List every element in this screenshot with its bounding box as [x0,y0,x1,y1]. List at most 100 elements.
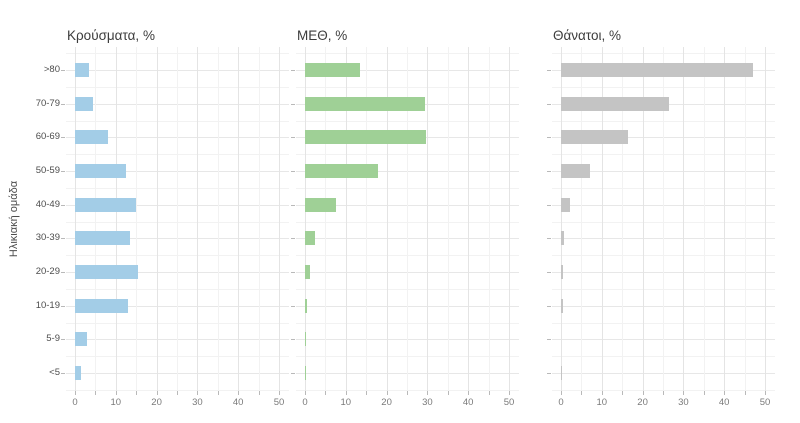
y-axis-tick [291,204,295,206]
x-axis-tick [683,391,685,395]
y-axis-tick [61,204,65,206]
gridline-v-minor [95,47,97,391]
x-axis-tick [703,391,705,395]
x-tick-label: 50 [503,397,515,408]
x-axis-tick [115,391,117,395]
y-axis-tick [547,70,551,71]
x-axis-tick [345,391,347,395]
gridline-v-minor [177,47,178,391]
bar-60-69 [561,130,629,145]
gridline-v-major [468,47,470,391]
x-axis-tick [325,391,327,395]
bar-20-29 [75,265,139,279]
y-axis-tick [291,70,295,71]
gridline-v-major [115,47,117,391]
bar-70-79 [75,96,94,111]
bar-30-39 [305,231,316,246]
gridline-v-major [279,47,280,391]
x-axis-tick [258,391,260,395]
y-axis-tick [61,171,65,172]
bar-10-19 [75,298,128,313]
gridline-v-minor [663,47,664,391]
gridline-v-major [765,47,766,391]
gridline-v-minor [407,47,408,391]
bar-5-9 [305,332,307,347]
bar-20-29 [561,265,564,279]
y-tick-label: 40-49 [35,198,60,210]
x-axis-tick [217,391,219,395]
y-axis-tick [61,103,65,105]
gridline-v-major [642,47,644,391]
x-tick-label: 30 [192,397,203,408]
y-axis-tick [547,272,551,273]
bar->80 [75,63,90,77]
gridline-v-minor [325,47,327,391]
x-tick-label: 10 [596,397,608,408]
bar-<5 [305,366,307,380]
x-axis-tick [663,391,664,395]
y-axis-tick [291,137,295,139]
x-tick-label: 20 [381,397,392,408]
x-axis-tick [765,391,766,395]
gridline-v-major [601,47,603,391]
y-axis-tick [547,171,551,172]
bar-10-19 [561,298,563,313]
y-axis-tick [547,339,551,341]
bar-30-39 [561,231,564,246]
y-axis-tick [61,373,65,374]
y-tick-label: 10-19 [35,299,60,311]
bar-10-19 [305,298,307,313]
y-axis-tick [61,70,65,71]
gridline-v-minor [136,47,138,391]
x-axis-tick [95,391,97,395]
x-axis-tick [427,391,429,395]
x-axis-tick [468,391,470,395]
x-axis-tick [386,391,388,395]
x-tick-label: 40 [718,397,730,408]
bar-40-49 [305,197,336,212]
x-tick-label: 0 [72,397,78,408]
x-axis-tick [622,391,624,395]
x-tick-label: 0 [558,397,564,408]
bar-70-79 [305,96,425,111]
y-axis-tick [291,103,295,105]
y-tick-label: 5-9 [46,333,60,345]
gridline-v-minor [258,47,260,391]
y-axis-tick [547,103,551,105]
gridline-v-major [345,47,347,391]
y-axis-labels: >80 70-79 60-69 50-59 40-49 30-39 20-29 10-19 5-… [14,47,60,391]
panel-deaths: 0 10 20 30 40 50 [547,47,775,408]
x-tick-label: 0 [302,397,308,408]
gridline-v-minor [447,47,449,391]
x-tick-label: 40 [232,397,244,408]
bar-30-39 [75,231,131,246]
x-axis-tick [724,391,726,395]
x-axis-tick [642,391,644,395]
y-axis-tick [291,373,295,374]
x-axis-tick [407,391,408,395]
x-axis-tick [601,391,603,395]
y-axis-tick [61,137,65,139]
gridline-v-minor [366,47,368,391]
gridline-v-major [509,47,510,391]
y-axis-tick [547,305,551,307]
x-axis-tick [238,391,240,395]
x-axis-tick [136,391,138,395]
x-tick-label: 50 [759,397,771,408]
bar-50-59 [75,164,126,178]
x-axis-tick [177,391,178,395]
bar-70-79 [561,96,670,111]
bar-60-69 [305,130,426,145]
gridline-v-major [427,47,429,391]
gridline-v-major [238,47,240,391]
y-tick-label: 50-59 [35,165,60,176]
x-axis-tick [156,391,158,395]
y-axis-tick [291,171,295,172]
gridline-v-major [724,47,726,391]
x-tick-label: 40 [462,397,474,408]
x-axis-tick [581,391,583,395]
x-axis-tick [305,391,306,395]
bar-50-59 [561,164,590,178]
panel-title-cases: Κρούσματα, % [67,28,155,43]
